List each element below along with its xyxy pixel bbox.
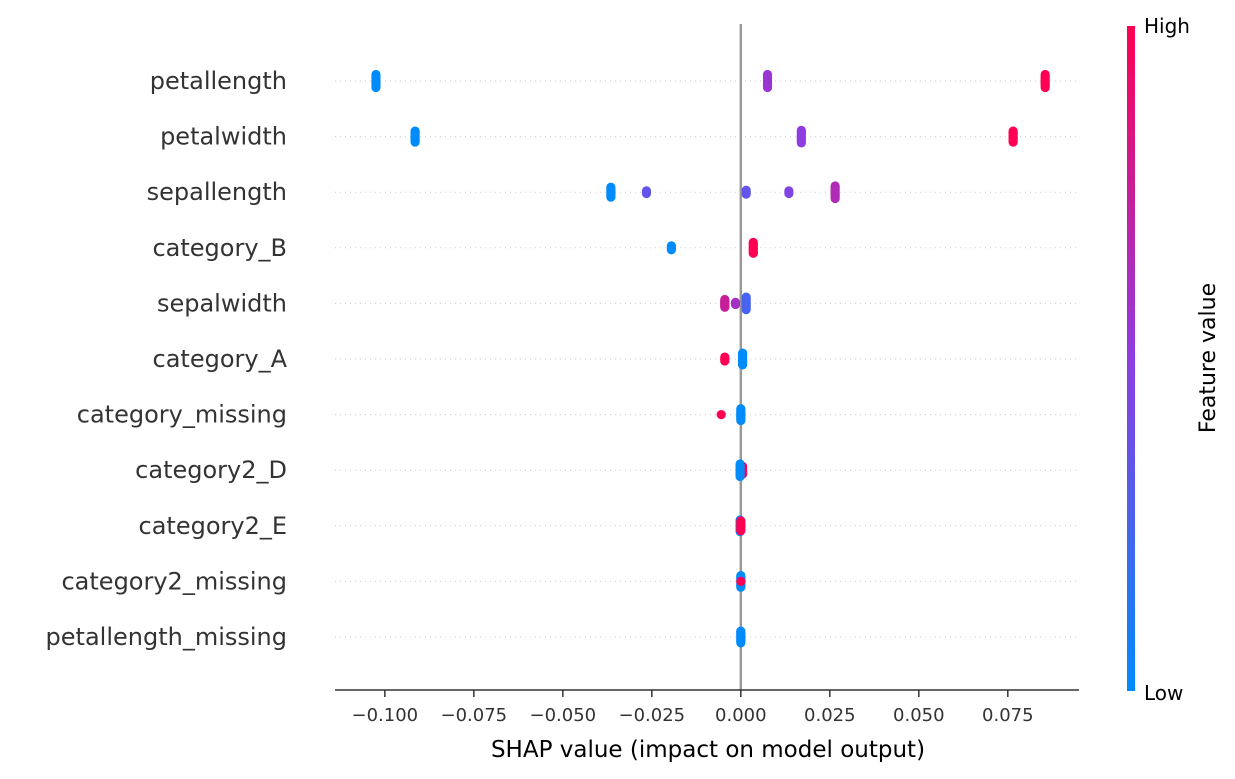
grid-lines	[335, 80, 1079, 638]
shap-point	[1040, 82, 1050, 93]
x-axis: −0.100 −0.075 −0.050 −0.025 0.000 0.025 0.050 0…	[335, 689, 1079, 726]
feature-label: category_B	[152, 234, 287, 262]
shap-point	[736, 576, 746, 587]
shap-point	[410, 137, 420, 147]
shap-point	[762, 82, 773, 93]
shap-point	[736, 526, 746, 536]
shap-point	[641, 188, 652, 199]
shap-point	[736, 638, 746, 648]
x-tick-label: 0.025	[804, 705, 856, 726]
shap-point	[736, 415, 746, 426]
shap-point	[784, 188, 794, 199]
colorbar: High Low Feature value	[1127, 14, 1221, 705]
shap-point	[830, 193, 840, 204]
feature-label: petallength	[150, 67, 287, 95]
shap-point	[720, 302, 730, 312]
shap-point	[748, 248, 758, 258]
shap-point	[1008, 137, 1018, 147]
feature-label: sepalwidth	[157, 289, 287, 317]
x-tick-label: −0.025	[619, 705, 686, 726]
shap-point	[735, 471, 745, 482]
feature-label: petalwidth	[160, 123, 287, 151]
shap-point	[371, 82, 381, 93]
x-tick-label: 0.050	[893, 705, 945, 726]
shap-point	[720, 356, 730, 366]
beeswarm-dots	[371, 69, 1050, 648]
colorbar-low-label: Low	[1144, 681, 1183, 705]
shap-point	[737, 360, 748, 370]
feature-label: category2_D	[135, 456, 287, 484]
shap-point	[666, 245, 677, 255]
colorbar-title: Feature value	[1196, 283, 1221, 433]
feature-label: petallength_missing	[46, 623, 287, 651]
shap-point	[716, 410, 726, 420]
shap-point	[730, 299, 741, 310]
shap-point	[796, 138, 806, 148]
x-tick-label: 0.000	[715, 705, 767, 726]
colorbar-gradient	[1127, 26, 1135, 691]
x-tick-label: −0.100	[352, 705, 419, 726]
x-tick-label: −0.075	[441, 705, 508, 726]
feature-label: sepallength	[147, 178, 287, 206]
colorbar-high-label: High	[1144, 14, 1190, 38]
x-tick-label: −0.050	[530, 705, 597, 726]
feature-labels: petallength petalwidth sepallength category…	[46, 67, 288, 651]
shap-point	[741, 189, 751, 199]
feature-label: category2_missing	[61, 567, 287, 595]
feature-label: category_A	[153, 345, 288, 373]
shap-point	[606, 192, 616, 202]
x-axis-title: SHAP value (impact on model output)	[491, 737, 925, 763]
shap-point	[741, 305, 751, 315]
feature-label: category_missing	[77, 401, 287, 429]
x-tick-label: 0.075	[982, 705, 1034, 726]
feature-label: category2_E	[139, 512, 288, 540]
